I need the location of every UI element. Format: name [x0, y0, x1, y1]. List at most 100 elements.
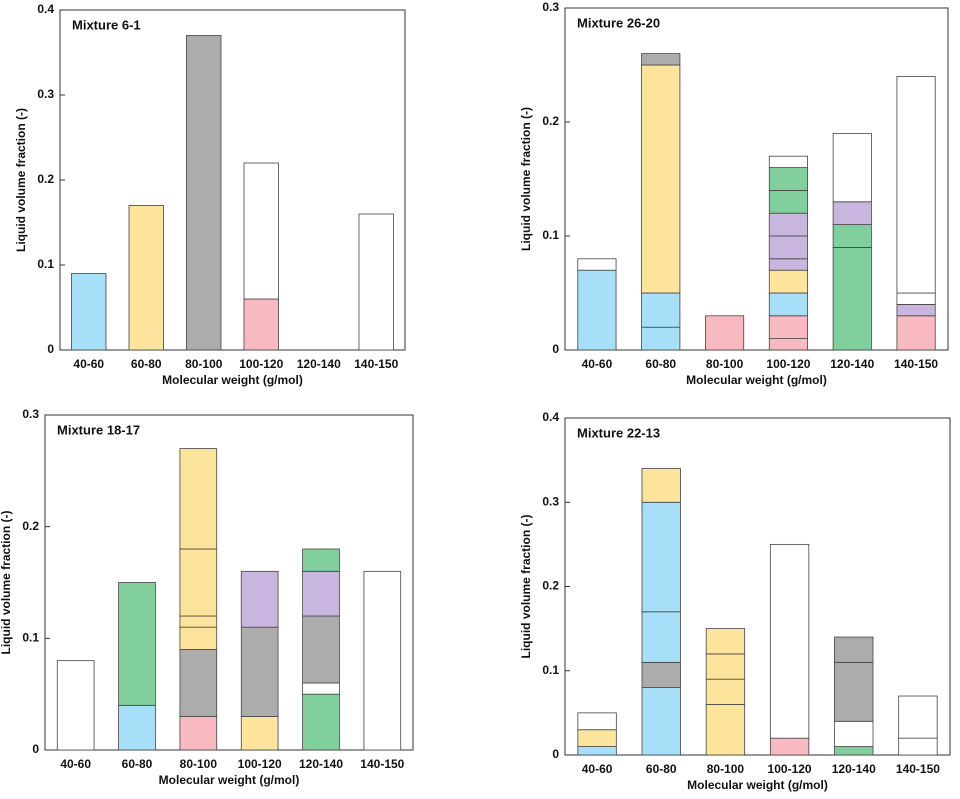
- bar-segment: [641, 64, 681, 294]
- x-axis-label: Molecular weight (g/mol): [159, 773, 300, 787]
- bar-segment: [641, 661, 681, 689]
- y-tick-label: 0.1: [37, 257, 54, 271]
- bar-segment: [768, 292, 808, 317]
- y-axis-label: Liquid volume fraction (-): [14, 108, 28, 252]
- x-tick-label: 140-150: [360, 757, 404, 771]
- plot-frame: [564, 417, 951, 756]
- bar-segment: [179, 716, 218, 751]
- x-axis-label: Molecular weight (g/mol): [162, 373, 303, 387]
- bar-segment: [768, 258, 808, 271]
- y-axis-label: Liquid volume fraction (-): [0, 511, 13, 655]
- y-tick-label: 0.2: [37, 172, 54, 186]
- bar-segment: [302, 615, 340, 684]
- bar-segment: [302, 682, 340, 695]
- bar-segment: [641, 53, 681, 66]
- bar-segment: [705, 628, 746, 655]
- x-tick-label: 80-100: [185, 357, 223, 371]
- plot-frame: [44, 414, 414, 751]
- x-tick-label: 100-120: [766, 357, 810, 371]
- y-tick-label: 0: [32, 742, 39, 756]
- bar-segment: [834, 746, 874, 756]
- bar-segment: [832, 224, 872, 248]
- y-tick-label: 0.3: [37, 87, 54, 101]
- x-tick-label: 80-100: [706, 357, 744, 371]
- bar-segment: [641, 687, 681, 756]
- x-tick-label: 40-60: [582, 762, 613, 776]
- x-tick-label: 60-80: [646, 762, 677, 776]
- bar-segment: [896, 315, 936, 351]
- bar-segment: [768, 338, 808, 351]
- y-axis-label: Liquid volume fraction (-): [519, 515, 533, 659]
- y-tick-label: 0.3: [22, 407, 39, 421]
- bar-segment: [768, 315, 808, 339]
- bar-segment: [834, 636, 874, 663]
- bar-segment: [240, 716, 279, 751]
- x-tick-label: 100-120: [239, 357, 283, 371]
- x-tick-label: 120-140: [299, 757, 343, 771]
- x-tick-label: 140-150: [894, 357, 938, 371]
- chart-title: Mixture 22-13: [577, 425, 660, 440]
- x-tick-label: 140-150: [354, 357, 398, 371]
- bar-segment: [832, 246, 872, 351]
- x-axis-label: Molecular weight (g/mol): [687, 778, 828, 792]
- x-tick-label: 100-120: [768, 762, 812, 776]
- y-tick-label: 0.1: [22, 631, 39, 645]
- x-tick-label: 120-140: [832, 762, 876, 776]
- plot-frame: [59, 9, 406, 351]
- bar-segment: [705, 704, 746, 756]
- bar-segment: [118, 704, 156, 751]
- bar-segment: [898, 737, 938, 756]
- bar-segment: [896, 292, 936, 305]
- x-tick-label: 60-80: [122, 757, 153, 771]
- bar-segment: [179, 548, 218, 617]
- bar-segment: [179, 615, 218, 628]
- bar-segment: [577, 729, 617, 747]
- bar-segment: [358, 213, 394, 351]
- plot-frame: [564, 7, 949, 351]
- bar-segment: [705, 315, 745, 351]
- x-tick-label: 60-80: [645, 357, 676, 371]
- chart-title: Mixture 26-20: [577, 15, 660, 30]
- x-tick-label: 40-60: [73, 357, 104, 371]
- x-tick-label: 140-150: [896, 762, 940, 776]
- bar-segment: [302, 570, 340, 617]
- bar-segment: [898, 695, 938, 739]
- bar-segment: [705, 678, 746, 705]
- bar-segment: [243, 162, 279, 300]
- y-axis-label: Liquid volume fraction (-): [519, 107, 533, 251]
- chart-title: Mixture 6-1: [72, 17, 141, 32]
- bar-segment: [179, 448, 218, 550]
- y-tick-label: 0.2: [542, 579, 559, 593]
- bar-segment: [832, 132, 872, 203]
- bar-segment: [641, 501, 681, 613]
- bar-segment: [769, 737, 810, 756]
- bar-segment: [769, 543, 810, 739]
- bar-segment: [128, 205, 164, 351]
- y-tick-label: 0.1: [542, 663, 559, 677]
- y-tick-label: 0.2: [542, 114, 559, 128]
- y-tick-label: 0.4: [37, 2, 54, 16]
- bar-segment: [577, 258, 617, 271]
- bar-segment: [768, 235, 808, 260]
- bar-segment: [896, 76, 936, 294]
- chart-title: Mixture 18-17: [57, 422, 140, 437]
- y-tick-label: 0: [552, 342, 559, 356]
- bar-segment: [641, 611, 681, 663]
- bar-segment: [834, 720, 874, 747]
- x-tick-label: 60-80: [131, 357, 162, 371]
- x-tick-label: 120-140: [297, 357, 341, 371]
- bar-segment: [768, 189, 808, 214]
- x-axis-label: Molecular weight (g/mol): [686, 373, 827, 387]
- y-tick-label: 0: [47, 342, 54, 356]
- bar-segment: [641, 468, 681, 503]
- x-tick-label: 80-100: [180, 757, 218, 771]
- x-tick-label: 40-60: [582, 357, 613, 371]
- bar-segment: [768, 269, 808, 294]
- bar-segment: [768, 167, 808, 191]
- bar-segment: [768, 212, 808, 237]
- bar-segment: [186, 35, 222, 351]
- x-tick-label: 40-60: [60, 757, 91, 771]
- bar-segment: [302, 693, 340, 751]
- bar-segment: [71, 273, 107, 351]
- bar-segment: [302, 548, 340, 572]
